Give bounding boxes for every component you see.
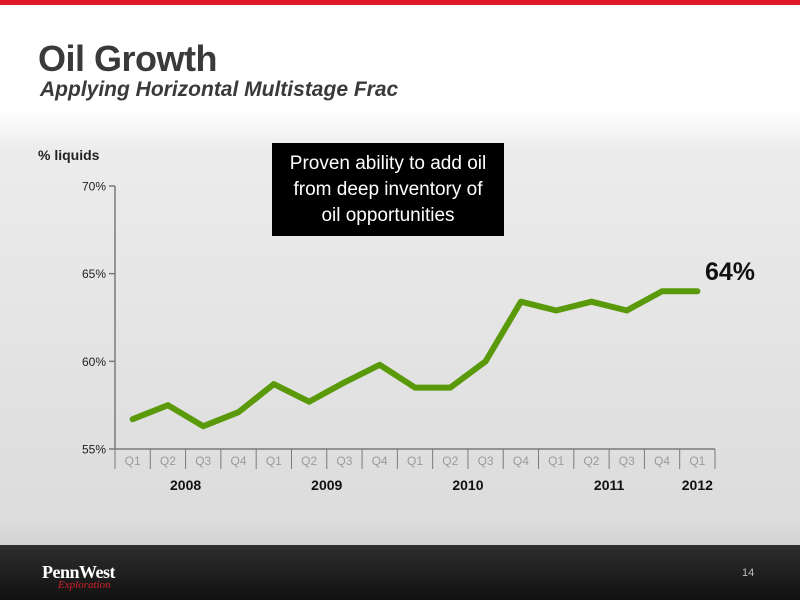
x-tick-label: Q1 bbox=[266, 454, 282, 468]
x-tick-label: Q3 bbox=[195, 454, 211, 468]
page-subtitle: Applying Horizontal Multistage Frac bbox=[40, 78, 399, 101]
x-tick-label: Q3 bbox=[619, 454, 635, 468]
y-tick-label: 60% bbox=[82, 355, 106, 369]
year-label: 2012 bbox=[682, 477, 713, 493]
chart-axes bbox=[114, 186, 715, 450]
x-axis-ticks: Q1 Q2 Q3 Q4 Q1 Q2 Q3 Q4 Q1 Q2 Q3 Q4 Q1 Q2 Q3 Q4 Q1 bbox=[114, 449, 716, 469]
x-tick-label: Q2 bbox=[442, 454, 458, 468]
year-label: 2010 bbox=[452, 477, 483, 493]
y-axis-label: % liquids bbox=[38, 147, 100, 163]
x-tick-label: Q4 bbox=[654, 454, 670, 468]
page-number: 14 bbox=[742, 567, 755, 579]
x-tick-label: Q4 bbox=[372, 454, 388, 468]
x-tick-label: Q2 bbox=[583, 454, 599, 468]
x-tick-label: Q1 bbox=[548, 454, 564, 468]
y-tick-label: 70% bbox=[82, 180, 106, 194]
x-tick-label: Q2 bbox=[301, 454, 317, 468]
footer-bar: PennWest Exploration 14 bbox=[0, 545, 800, 600]
year-labels: 2008 2009 2010 2011 2012 bbox=[170, 477, 713, 493]
y-axis-ticks: 55% 60% 65% 70% bbox=[82, 180, 115, 457]
x-tick-label: Q2 bbox=[160, 454, 176, 468]
year-label: 2011 bbox=[594, 477, 625, 493]
year-label: 2008 bbox=[170, 477, 201, 493]
x-tick-label: Q3 bbox=[336, 454, 352, 468]
x-tick-label: Q1 bbox=[407, 454, 423, 468]
company-logo-subtext: Exploration bbox=[58, 579, 111, 591]
x-tick-label: Q1 bbox=[689, 454, 705, 468]
y-tick-label: 65% bbox=[82, 267, 106, 281]
x-tick-label: Q4 bbox=[513, 454, 529, 468]
callout-box: Proven ability to add oil from deep inve… bbox=[272, 143, 504, 236]
y-tick-label: 55% bbox=[82, 443, 106, 457]
company-logo-text: PennWest bbox=[42, 562, 116, 582]
x-tick-label: Q4 bbox=[231, 454, 247, 468]
x-tick-label: Q1 bbox=[125, 454, 141, 468]
page-title: Oil Growth bbox=[38, 38, 218, 79]
series-line bbox=[129, 288, 701, 430]
top-accent-bar bbox=[0, 0, 800, 5]
end-value-label: 64% bbox=[705, 258, 755, 286]
liquids-line-chart: % liquids 55%60%65%70% Q1 Q2 Q3 Q4 Q1 Q2 Q3 Q4 Q… bbox=[38, 147, 755, 493]
year-label: 2009 bbox=[311, 477, 342, 493]
x-tick-label: Q3 bbox=[478, 454, 494, 468]
